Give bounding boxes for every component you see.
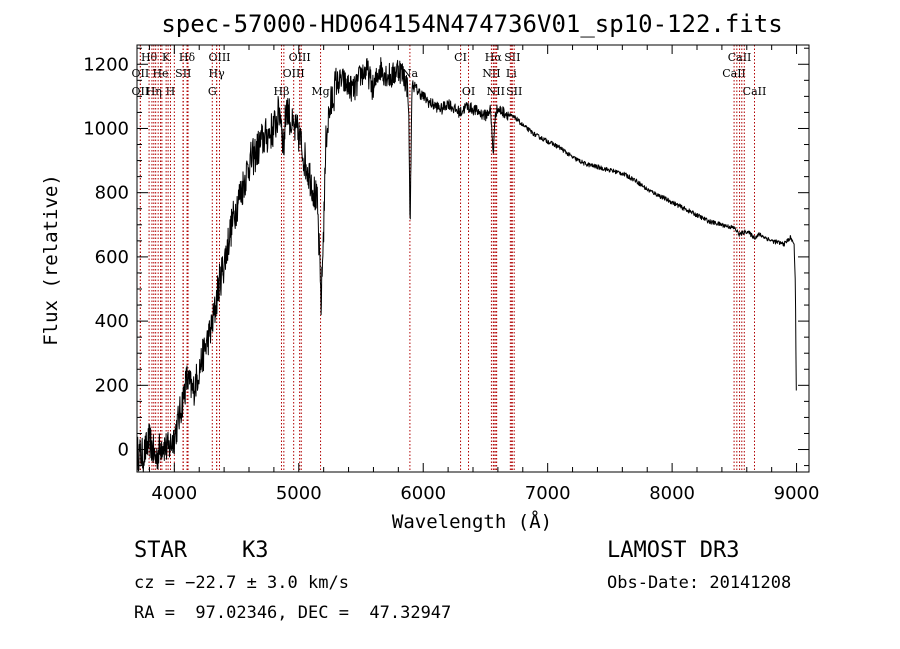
x-axis-label: Wavelength (Å) [392,510,552,533]
spectral-line-label: Hβ [274,85,290,98]
spectral-line-label: H [166,85,176,98]
axis-ticks: 4000 5000 6000 7000 8000 9000 0 200 400 600 800 100… [83,45,819,504]
spectral-line-label: OII [132,85,150,98]
spectral-line-label: NII [482,67,500,80]
spectral-line-label: CI [454,51,467,64]
y-tick-label: 0 [118,440,129,461]
y-tick-label: 400 [95,311,129,332]
y-axis-label: Flux (relative) [40,174,62,346]
spectral-line-label: CaII [743,85,767,98]
y-tick-label: 200 [95,375,129,396]
spectral-line-label: Mg [311,85,329,98]
object-subclass: K3 [242,538,269,563]
spectral-line-label: SII [506,85,522,98]
spectral-line-label: CaII [728,51,752,64]
y-tick-label: 1000 [83,118,129,139]
redshift-readout: cz = −22.7 ± 3.0 km/s [134,573,349,593]
observation-date: Obs-Date: 20141208 [607,573,792,593]
x-tick-label: 4000 [151,483,197,504]
y-tick-label: 800 [95,183,129,204]
spectrum-series-line [136,57,797,473]
spectral-line-label: He [152,67,168,80]
x-tick-label: 9000 [774,483,820,504]
plot-frame [136,44,810,473]
spectral-line-label: Hα [485,51,503,64]
spectral-line-label: G [208,85,217,98]
spectral-line-label: CaII [722,67,746,80]
y-tick-label: 600 [95,247,129,268]
spectral-line-label: Hθ [141,51,158,64]
object-class: STAR [134,538,187,563]
spectral-line-label: Li [506,67,517,80]
x-tick-label: 6000 [400,483,446,504]
spectral-line-label: SII [504,51,520,64]
spectral-line-label: OIII [283,67,305,80]
x-tick-label: 8000 [649,483,695,504]
spectral-line-label: OIII [208,51,230,64]
x-tick-label: 5000 [276,483,322,504]
spectral-line-label: OI [462,85,475,98]
x-tick-label: 7000 [525,483,571,504]
spectral-line-label: Hη [146,85,162,98]
spectral-line-label: OIII [289,51,311,64]
spectral-line-label: NII [487,85,505,98]
survey-name: LAMOST DR3 [607,538,740,563]
coordinates-readout: RA = 97.02346, DEC = 47.32947 [134,603,452,623]
y-tick-label: 1200 [83,54,129,75]
chart-title: spec-57000-HD064154N474736V01_sp10-122.f… [161,10,782,38]
spectral-line-label: K [162,51,171,64]
spectral-line-label: Hδ [179,51,196,64]
